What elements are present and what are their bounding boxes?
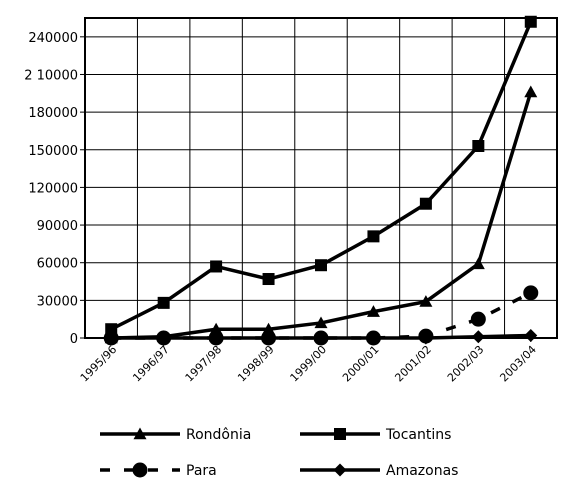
- data-point: [209, 331, 223, 345]
- series-line: [111, 91, 533, 340]
- x-tick-label: 1995/96: [78, 343, 120, 385]
- data-point: [210, 260, 223, 273]
- data-point: [523, 285, 539, 301]
- data-point: [524, 15, 537, 28]
- y-tick-label: 60000: [37, 257, 78, 272]
- data-point: [366, 305, 380, 317]
- x-tick-label: 1999/00: [288, 343, 330, 385]
- legend-marker: [132, 462, 148, 478]
- data-point: [314, 331, 328, 345]
- series-square: [105, 15, 537, 336]
- legend: Rondônia Tocantins Para Amazonas: [100, 427, 458, 479]
- x-tick-label: 2001/02: [393, 343, 435, 385]
- y-tick-label: 150000: [28, 144, 78, 159]
- data-point: [419, 295, 433, 307]
- data-point: [104, 331, 118, 345]
- data-point: [157, 331, 171, 345]
- data-point: [366, 331, 380, 345]
- data-point: [419, 197, 432, 210]
- y-tick-label: 0: [70, 332, 78, 347]
- legend-marker: [333, 463, 347, 477]
- data-point: [262, 331, 276, 345]
- plot-frame: [84, 17, 558, 339]
- y-tick-label: 180000: [28, 106, 78, 121]
- legend-label: Amazonas: [386, 463, 458, 479]
- x-tick-label: 1997/98: [183, 343, 225, 385]
- data-point: [471, 330, 485, 344]
- legend-marker: [334, 428, 346, 440]
- legend-item: Para: [100, 462, 217, 479]
- data-point: [470, 311, 486, 327]
- x-tick-label: 2000/01: [340, 343, 382, 385]
- series-line: [110, 21, 533, 331]
- y-tick-label: 90000: [37, 219, 78, 234]
- series-diamond: [104, 328, 538, 345]
- x-tick-label: 1996/97: [130, 343, 172, 385]
- data-point: [157, 296, 170, 309]
- y-tick-label: 2 10000: [24, 68, 78, 83]
- data-point: [524, 328, 538, 342]
- x-tick-label: 2002/03: [445, 343, 487, 385]
- legend-label: Para: [186, 463, 217, 479]
- x-tick-label: 1998/99: [235, 343, 277, 385]
- data-point: [314, 316, 328, 329]
- legend-item: Tocantins: [300, 427, 451, 443]
- data-point: [472, 140, 485, 152]
- data-point: [471, 257, 485, 270]
- series-layer: [103, 15, 539, 346]
- y-tick-label: 30000: [37, 294, 78, 309]
- grid: [85, 18, 557, 339]
- data-point: [262, 273, 275, 286]
- legend-item: Amazonas: [300, 463, 458, 479]
- y-tick-label: 240000: [28, 31, 78, 46]
- y-tick-label: 120000: [28, 181, 78, 196]
- data-point: [315, 259, 327, 272]
- x-tick-label: 2003/04: [497, 343, 539, 385]
- data-point: [524, 85, 538, 98]
- legend-label: Rondônia: [186, 427, 251, 443]
- data-point: [367, 230, 380, 243]
- legend-marker: [133, 427, 147, 440]
- data-point: [419, 331, 433, 345]
- x-axis-ticks: 1995/96 1996/97 1997/98 1998/99 1999/00 2000/…: [78, 338, 539, 384]
- legend-label: Tocantins: [385, 427, 451, 443]
- y-axis-ticks: 0 30000 60000 90000 120000 150000 180000 2 1000…: [24, 31, 85, 347]
- legend-item: Rondônia: [100, 427, 251, 443]
